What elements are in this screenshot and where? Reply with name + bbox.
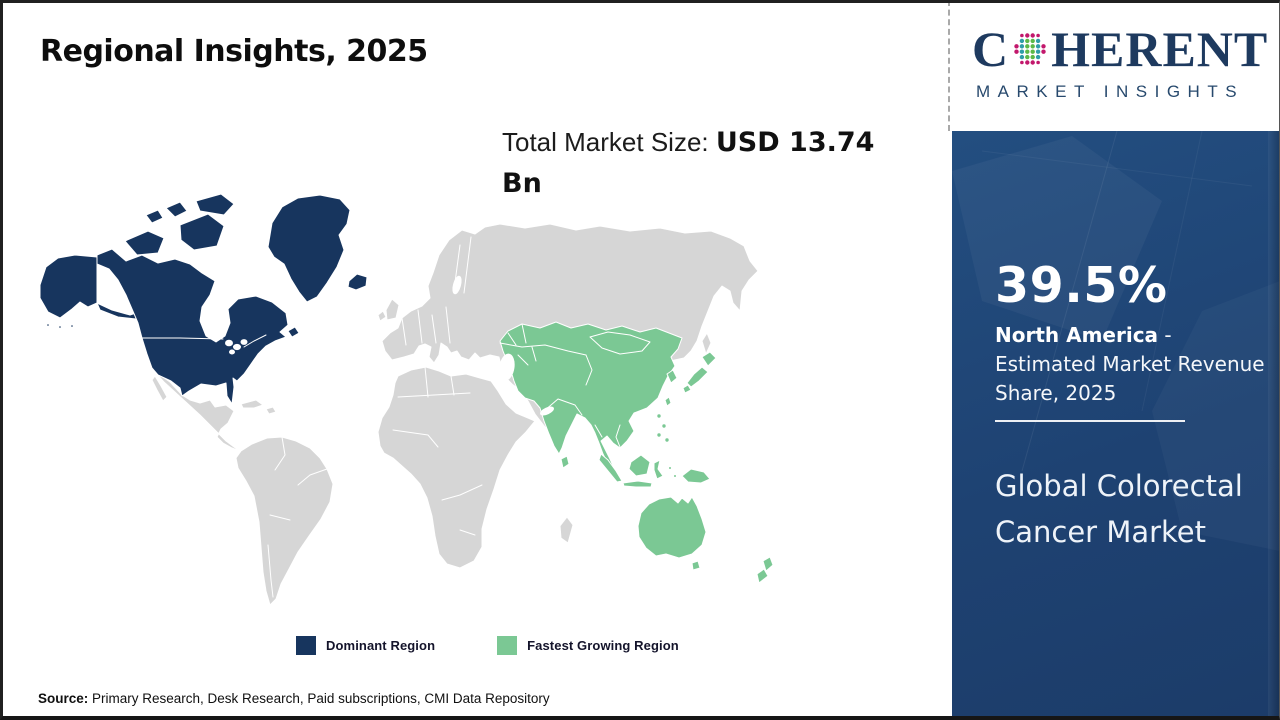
brand-logo: C HERENT (972, 24, 1268, 74)
dominant-region-swatch (296, 636, 316, 655)
fastest-growing-region-label: Fastest Growing Region (527, 638, 679, 653)
region-north-america (39, 193, 368, 405)
fastest-growing-region-swatch (497, 636, 518, 655)
map-legend: Dominant Region Fastest Growing Region (296, 636, 679, 655)
sidebar-divider (995, 420, 1185, 422)
total-market-size-value: USD 13.74 Bn (502, 127, 875, 199)
legend-item-fastest-growing: Fastest Growing Region (497, 636, 679, 655)
region-asia-pacific (499, 321, 774, 584)
share-suffix: - Estimated Market Revenue Share, 2025 (995, 323, 1265, 405)
logo-panel: C HERENT MARKET INSIGHTS (948, 0, 1280, 131)
world-map (30, 185, 890, 625)
page-title: Regional Insights, 2025 (40, 34, 428, 69)
brand-tagline: MARKET INSIGHTS (976, 82, 1245, 101)
brand-letter-c: C (972, 21, 1010, 77)
legend-item-dominant: Dominant Region (296, 636, 435, 655)
dominant-region-label: Dominant Region (326, 638, 436, 653)
source-label: Source: (38, 691, 89, 706)
source-line: Source: Primary Research, Desk Research,… (38, 691, 550, 706)
brand-letters-herent: HERENT (1051, 21, 1269, 77)
country-borders (132, 236, 651, 598)
map-seas (225, 275, 554, 416)
stats-sidebar: 39.5% North America - Estimated Market R… (952, 131, 1280, 720)
dotted-globe-icon (1014, 33, 1046, 65)
share-value: 39.5% (995, 257, 1168, 314)
market-name: Global Colorectal Cancer Market (995, 469, 1243, 549)
total-market-size-label: Total Market Size: (502, 127, 716, 157)
total-market-size: Total Market Size: USD 13.74 Bn (502, 122, 902, 204)
sidebar-map-texture (952, 131, 1253, 472)
share-description: North America - Estimated Market Revenue… (995, 321, 1267, 408)
share-region: North America (995, 323, 1159, 347)
world-map-svg (39, 193, 774, 606)
source-text: Primary Research, Desk Research, Paid su… (88, 691, 550, 706)
